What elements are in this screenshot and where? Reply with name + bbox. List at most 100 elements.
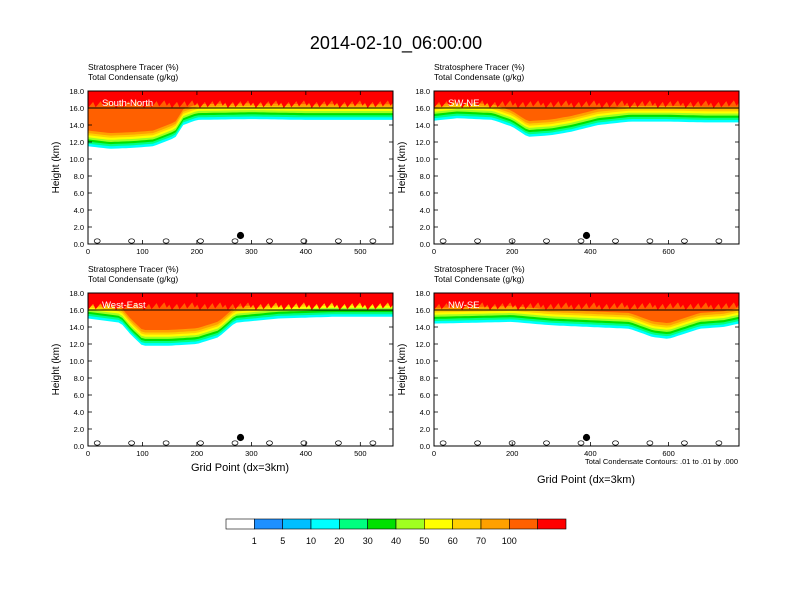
location-marker <box>236 433 245 442</box>
panel-name: West-East <box>102 300 146 311</box>
colorbar-label: 20 <box>334 536 344 546</box>
x-tick-label: 600 <box>662 449 675 458</box>
condensate-contour <box>715 238 723 244</box>
x-tick-label: 600 <box>662 247 675 256</box>
y-tick-label: 10.0 <box>415 155 430 164</box>
panels: 0.0 2.0 4.0 6.0 8.0 10.0 12.0 14.0 16.0 18.0 0 100 2… <box>51 62 740 458</box>
panel-header-condensate: Total Condensate (g/kg) <box>434 274 524 284</box>
y-tick-label: 18.0 <box>415 289 430 298</box>
panel-sw-ne: 0.0 2.0 4.0 6.0 8.0 10.0 12.0 14.0 16.0 18.0 0 200 4… <box>397 62 740 256</box>
y-tick-label: 4.0 <box>420 206 430 215</box>
colorbar-swatch <box>367 518 397 530</box>
plot-frame <box>87 292 394 447</box>
panel-header-tracer: Stratosphere Tracer (%) <box>88 62 179 72</box>
colorbar-label: 5 <box>280 536 285 546</box>
y-tick-label: 0.0 <box>74 240 84 249</box>
colorbar-swatch <box>509 518 538 530</box>
condensate-contour <box>128 440 135 446</box>
condensate-contour <box>197 238 204 244</box>
panel-nw-se: 0.0 2.0 4.0 6.0 8.0 10.0 12.0 14.0 16.0 18.0 0 200 4… <box>397 264 740 458</box>
y-axis-label: Height (km) <box>397 344 408 396</box>
x-tick-label: 100 <box>136 247 149 256</box>
condensate-contour <box>715 440 723 446</box>
colorbar-swatch <box>254 518 283 530</box>
panel-south-north: 0.0 2.0 4.0 6.0 8.0 10.0 12.0 14.0 16.0 18.0 0 100 2… <box>51 62 394 256</box>
y-tick-label: 0.0 <box>420 442 430 451</box>
condensate-contour <box>369 238 377 244</box>
x-tick-label: 200 <box>191 449 204 458</box>
colorbar: 1 5 10 20 30 40 50 60 70 100 <box>225 518 567 546</box>
condensate-contour <box>681 440 688 446</box>
y-tick-label: 2.0 <box>420 425 430 434</box>
y-tick-label: 16.0 <box>415 306 430 315</box>
y-tick-label: 8.0 <box>74 172 84 181</box>
panel-name: South-North <box>102 98 153 109</box>
y-tick-label: 18.0 <box>69 289 84 298</box>
y-tick-label: 4.0 <box>420 408 430 417</box>
x-axis-label-left: Grid Point (dx=3km) <box>191 462 289 474</box>
condensate-contour <box>612 440 619 446</box>
x-axis-label-right: Grid Point (dx=3km) <box>537 474 635 486</box>
x-tick-label: 0 <box>432 247 436 256</box>
colorbar-label: 40 <box>391 536 401 546</box>
condensate-contour <box>266 440 273 446</box>
panel-header-tracer: Stratosphere Tracer (%) <box>434 62 525 72</box>
condensate-contour <box>266 238 273 244</box>
condensate-contour <box>335 238 342 244</box>
x-tick-label: 500 <box>354 247 367 256</box>
condensate-contour <box>335 440 342 446</box>
y-tick-label: 10.0 <box>69 357 84 366</box>
tracer-top <box>88 293 393 310</box>
y-tick-label: 10.0 <box>69 155 84 164</box>
panel-header-condensate: Total Condensate (g/kg) <box>88 274 178 284</box>
x-tick-label: 400 <box>584 449 597 458</box>
tracer-field <box>434 293 739 446</box>
y-tick-label: 16.0 <box>69 306 84 315</box>
y-tick-label: 12.0 <box>69 138 84 147</box>
panel-header-condensate: Total Condensate (g/kg) <box>434 72 524 82</box>
condensate-contour <box>197 440 204 446</box>
panel-header-tracer: Stratosphere Tracer (%) <box>434 264 525 274</box>
tracer-top <box>88 91 393 108</box>
condensate-contour <box>543 238 550 244</box>
y-tick-label: 16.0 <box>69 104 84 113</box>
colorbar-swatch <box>310 518 340 530</box>
colorbar-swatch <box>282 518 312 530</box>
colorbar-label: 70 <box>476 536 486 546</box>
condensate-contour <box>439 440 447 446</box>
colorbar-swatch <box>452 518 482 530</box>
y-tick-label: 2.0 <box>74 223 84 232</box>
x-tick-label: 0 <box>86 247 90 256</box>
y-tick-label: 2.0 <box>420 223 430 232</box>
y-tick-label: 8.0 <box>420 172 430 181</box>
y-tick-label: 14.0 <box>415 323 430 332</box>
y-tick-label: 2.0 <box>74 425 84 434</box>
contour-note: Total Condensate Contours: .01 to .01 by… <box>585 457 738 466</box>
tracer-top <box>434 293 739 310</box>
x-tick-label: 400 <box>300 247 313 256</box>
y-tick-label: 6.0 <box>74 189 84 198</box>
location-marker <box>582 231 591 240</box>
condensate-contour <box>646 440 654 446</box>
y-axis-label: Height (km) <box>51 344 62 396</box>
condensate-contour <box>162 440 170 446</box>
y-tick-label: 14.0 <box>69 323 84 332</box>
condensate-contour <box>474 440 481 446</box>
y-tick-label: 16.0 <box>415 104 430 113</box>
condensate-contour <box>543 440 550 446</box>
condensate-contour <box>369 440 377 446</box>
condensate-contour <box>300 238 308 244</box>
x-tick-label: 400 <box>300 449 313 458</box>
colorbar-label: 1 <box>252 536 257 546</box>
panel-west-east: 0.0 2.0 4.0 6.0 8.0 10.0 12.0 14.0 16.0 18.0 0 100 2… <box>51 264 394 458</box>
panel-name: SW-NE <box>448 98 480 109</box>
figure-title: 2014-02-10_06:00:00 <box>310 33 482 54</box>
plot-frame <box>87 90 394 245</box>
condensate-contour <box>93 440 101 446</box>
x-tick-label: 300 <box>245 449 258 458</box>
y-tick-label: 8.0 <box>420 374 430 383</box>
y-tick-label: 18.0 <box>415 87 430 96</box>
colorbar-label: 60 <box>448 536 458 546</box>
y-tick-label: 14.0 <box>69 121 84 130</box>
y-tick-label: 8.0 <box>74 374 84 383</box>
